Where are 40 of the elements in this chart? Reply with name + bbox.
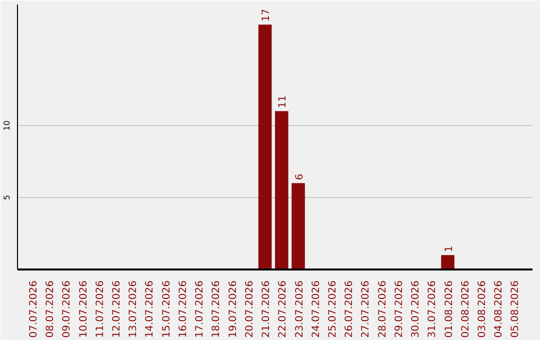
y-tick-label: 10	[2, 120, 12, 131]
x-tick-label: 11.07.2026	[94, 280, 106, 338]
bar	[292, 183, 305, 270]
x-tick-label: 28.07.2026	[377, 280, 388, 338]
x-tick-label: 19.07.2026	[228, 280, 239, 338]
x-tick-label: 18.07.2026	[211, 280, 222, 338]
x-tick-label: 17.07.2026	[194, 280, 206, 338]
x-tick-label: 22.07.2026	[278, 280, 289, 338]
x-tick-label: 27.07.2026	[360, 280, 372, 338]
x-tick-label: 13.07.2026	[128, 280, 140, 338]
x-tick-label: 10.07.2026	[78, 280, 90, 338]
x-tick-label: 21.07.2026	[261, 280, 272, 338]
x-tick-label: 25.07.2026	[327, 280, 338, 338]
x-tick-label: 24.07.2026	[310, 280, 322, 338]
x-tick-label: 26.07.2026	[344, 280, 356, 338]
x-tick-label: 08.07.2026	[45, 280, 56, 338]
x-tick-label: 12.07.2026	[112, 280, 123, 338]
x-tick-label: 01.08.2026	[444, 280, 455, 338]
x-tick-label: 31.07.2026	[427, 280, 438, 338]
x-tick-label: 16.07.2026	[178, 280, 189, 338]
x-tick-label: 02.08.2026	[460, 280, 472, 338]
x-tick-label: 30.07.2026	[410, 280, 422, 338]
x-tick-label: 04.08.2026	[494, 280, 505, 338]
y-tick-label: 5	[2, 194, 12, 200]
bar	[258, 24, 272, 270]
x-tick-label: 09.07.2026	[62, 280, 73, 338]
x-tick-label: 23.07.2026	[294, 280, 306, 338]
x-tick-label: 03.08.2026	[477, 280, 488, 338]
data-label: 1	[444, 246, 455, 252]
bar	[275, 111, 288, 270]
x-tick-label: 14.07.2026	[144, 280, 156, 338]
x-tick-label: 07.07.2026	[28, 280, 40, 338]
data-label: 11	[278, 95, 289, 108]
bar	[441, 255, 454, 270]
data-label: 6	[294, 174, 306, 180]
x-tick-label: 05.08.2026	[510, 280, 522, 338]
data-label: 17	[261, 8, 272, 22]
x-tick-label: 29.07.2026	[394, 280, 405, 338]
x-tick-label: 15.07.2026	[161, 280, 172, 338]
x-tick-label: 20.07.2026	[244, 280, 256, 338]
